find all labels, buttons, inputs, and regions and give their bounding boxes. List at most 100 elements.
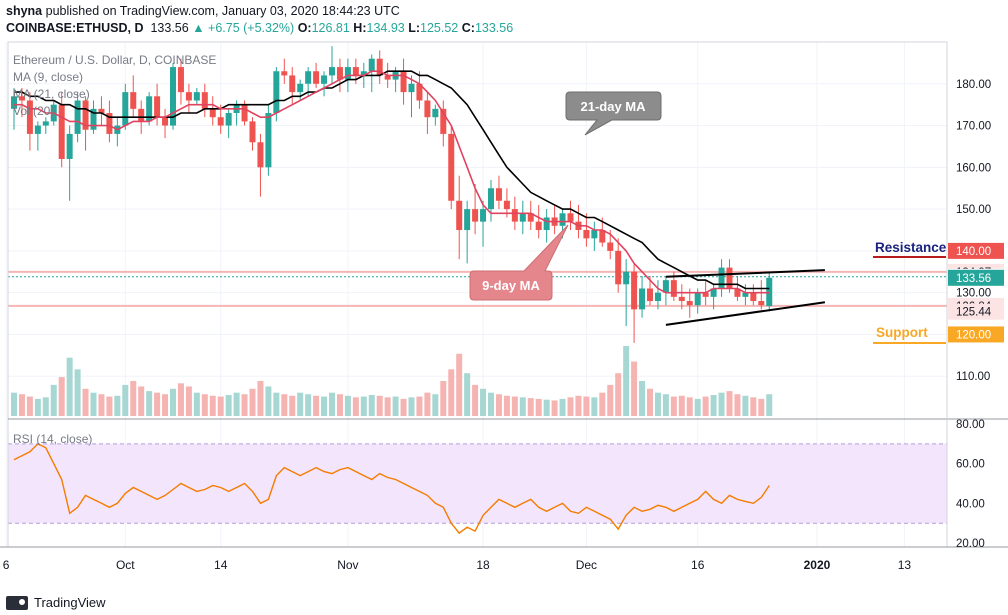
volume-bar — [623, 346, 630, 416]
candle-body — [718, 267, 725, 289]
chart-legend: Ethereum / U.S. Dollar, D, COINBASE MA (… — [13, 53, 216, 118]
candle-body — [305, 71, 312, 84]
volume-bar — [631, 361, 638, 416]
volume-bar — [670, 396, 677, 416]
candles — [11, 46, 773, 343]
change-value: ▲ +6.75 (+5.32%) — [192, 21, 295, 35]
volume-bar — [217, 396, 224, 416]
volume-bar — [440, 381, 447, 416]
candle-body — [766, 277, 773, 306]
candle-body — [289, 75, 296, 93]
volume-bar — [376, 395, 383, 416]
candle-body — [225, 113, 232, 126]
candle-body — [42, 121, 49, 126]
volume-bar — [209, 395, 216, 416]
volume-bar — [106, 396, 113, 416]
candle-body — [662, 280, 669, 293]
volume-bar — [662, 394, 669, 416]
candle-body — [583, 230, 590, 239]
volume-bar — [11, 392, 17, 416]
candle-body — [448, 133, 455, 201]
volume-bar — [480, 388, 487, 416]
candle-body — [678, 296, 685, 302]
price-label: 125.44 — [956, 307, 992, 319]
candle-body — [758, 301, 765, 306]
y-tick-label: 110.00 — [956, 371, 990, 383]
volume-bar — [321, 396, 328, 416]
candle-body — [313, 71, 320, 84]
volume-bar — [734, 394, 741, 416]
candle-body — [559, 213, 566, 226]
x-tick-label: Nov — [337, 558, 358, 572]
candle-body — [106, 113, 113, 134]
candle-body — [352, 67, 359, 76]
footer: TradingView — [6, 595, 106, 610]
volume-bar — [265, 386, 272, 416]
volume-bar — [559, 398, 566, 416]
candle-body — [647, 288, 653, 302]
price-label: 133.56 — [956, 273, 991, 285]
axes: 110.00 120.00 130.00 140.00 150.00 160.00 170.… — [0, 41, 1008, 572]
candle-body — [321, 75, 328, 84]
x-tick-label: 13 — [898, 558, 912, 572]
x-tick-label: Dec — [576, 558, 597, 572]
low-value: 125.52 — [420, 21, 459, 35]
candle-body — [734, 288, 741, 297]
candle-body — [511, 209, 518, 222]
candle-body — [495, 188, 502, 201]
volume-bar — [130, 381, 137, 416]
candle-body — [750, 292, 757, 302]
candle-body — [201, 92, 208, 109]
volume-bar — [50, 384, 57, 416]
candle-body — [607, 242, 614, 251]
volume-bar — [392, 396, 399, 416]
y-tick-label: 170.00 — [956, 121, 991, 133]
legend-title: Ethereum / U.S. Dollar, D, COINBASE — [13, 53, 216, 67]
volume-bar — [384, 397, 391, 416]
candle-body — [472, 209, 479, 222]
volume-bar — [702, 396, 709, 416]
candle-body — [599, 230, 606, 243]
legend-ma9: MA (9, close) — [13, 70, 83, 84]
candle-body — [368, 58, 375, 72]
volume-bar — [424, 392, 431, 416]
close-label: C: — [461, 21, 475, 35]
volume-bar — [26, 396, 33, 416]
volume-bar — [329, 392, 335, 416]
price-label-box — [948, 269, 1004, 286]
ma9-callout: 9-day MA — [469, 224, 569, 301]
volume-bar — [193, 392, 200, 416]
volume-bar — [58, 377, 65, 416]
resistance-label: Resistance — [875, 240, 947, 255]
volume-bar — [742, 395, 749, 416]
volume-bar — [297, 392, 304, 416]
candle-body — [591, 230, 598, 239]
candle-body — [376, 58, 383, 76]
volume-bar — [400, 398, 407, 416]
candle-body — [623, 271, 630, 285]
volume-bar — [543, 399, 550, 416]
volume-bar — [607, 384, 614, 416]
volume-bar — [281, 394, 288, 416]
volume-bar — [448, 369, 455, 416]
close-value: 133.56 — [474, 21, 514, 35]
candle-body — [193, 92, 200, 101]
x-tick-label: 2020 — [804, 558, 831, 572]
candle-body — [209, 108, 216, 118]
volume-bar — [766, 394, 773, 416]
rsi-tick-label: 40.00 — [956, 498, 985, 510]
x-tick-label: 6 — [3, 558, 10, 572]
volume-bar — [432, 394, 439, 416]
ma21-callout: 21-day MA — [565, 91, 662, 136]
volume-bar — [352, 397, 359, 416]
volume-bar — [599, 392, 606, 416]
candle-body — [82, 100, 89, 130]
rsi-line — [13, 442, 770, 535]
candle-body — [503, 200, 510, 210]
price-label: 120.00 — [956, 329, 991, 341]
volume-bar — [511, 396, 518, 416]
volume-bar — [257, 381, 264, 416]
volume-bar — [408, 397, 415, 416]
high-value: 134.93 — [366, 21, 405, 35]
